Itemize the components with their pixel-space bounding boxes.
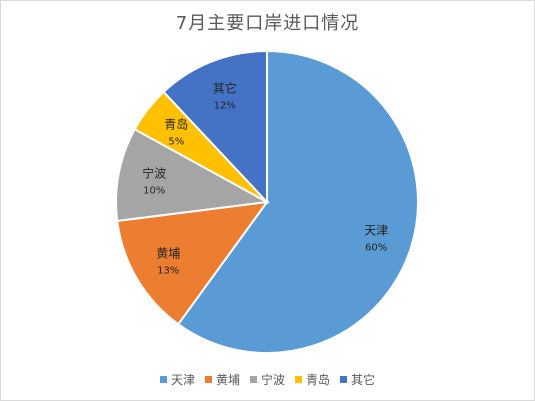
legend: 天津 黄埔 宁波 青岛 其它: [0, 371, 535, 388]
slice-percent-label: 5%: [168, 137, 184, 148]
pie-slice-5: [162, 49, 268, 205]
slice-name-label: 黄埔: [156, 246, 180, 260]
slice-percent-label: 60%: [365, 243, 387, 254]
legend-swatch: [340, 376, 348, 383]
slice-name-label: 其它: [213, 80, 237, 95]
legend-label: 黄埔: [215, 373, 240, 387]
legend-item: 宁波: [249, 371, 285, 388]
slice-name-label: 天津: [364, 224, 388, 238]
slice-name-label: 宁波: [142, 166, 166, 181]
legend-label: 宁波: [260, 373, 285, 387]
slice-percent-label: 12%: [214, 100, 236, 111]
legend-item: 黄埔: [204, 371, 240, 388]
legend-swatch: [204, 376, 212, 383]
legend-swatch: [295, 376, 302, 383]
pie-slice-1: [176, 49, 419, 354]
legend-label: 天津: [170, 373, 195, 387]
legend-swatch: [249, 376, 257, 383]
legend-label: 其它: [351, 373, 376, 387]
pie-slice-3: [115, 127, 271, 223]
pie-slice-2: [116, 200, 270, 326]
legend-swatch: [159, 376, 167, 383]
slice-percent-label: 10%: [143, 186, 165, 197]
chart-title: 7月主要口岸进口情况: [175, 13, 360, 34]
legend-item: 天津: [159, 371, 195, 388]
legend-item: 其它: [340, 371, 375, 388]
legend-item: 青岛: [295, 371, 330, 388]
slice-name-label: 青岛: [164, 117, 188, 132]
legend-label: 青岛: [306, 373, 331, 387]
slice-percent-label: 13%: [157, 265, 179, 276]
